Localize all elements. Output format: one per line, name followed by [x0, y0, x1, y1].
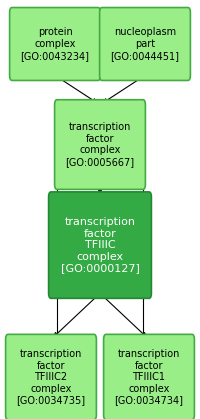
- Text: transcription
factor
TFIIIC1
complex
[GO:0034734]: transcription factor TFIIIC1 complex [GO…: [114, 349, 184, 405]
- FancyBboxPatch shape: [10, 8, 100, 80]
- Text: nucleoplasm
part
[GO:0044451]: nucleoplasm part [GO:0044451]: [110, 27, 180, 61]
- FancyBboxPatch shape: [49, 192, 151, 298]
- Text: transcription
factor
TFIIIC
complex
[GO:0000127]: transcription factor TFIIIC complex [GO:…: [61, 217, 139, 273]
- FancyBboxPatch shape: [104, 334, 194, 419]
- FancyBboxPatch shape: [55, 100, 145, 189]
- Text: protein
complex
[GO:0043234]: protein complex [GO:0043234]: [21, 27, 90, 61]
- Text: transcription
factor
complex
[GO:0005667]: transcription factor complex [GO:0005667…: [65, 122, 135, 167]
- Text: transcription
factor
TFIIIC2
complex
[GO:0034735]: transcription factor TFIIIC2 complex [GO…: [16, 349, 86, 405]
- FancyBboxPatch shape: [100, 8, 190, 80]
- FancyBboxPatch shape: [6, 334, 96, 419]
